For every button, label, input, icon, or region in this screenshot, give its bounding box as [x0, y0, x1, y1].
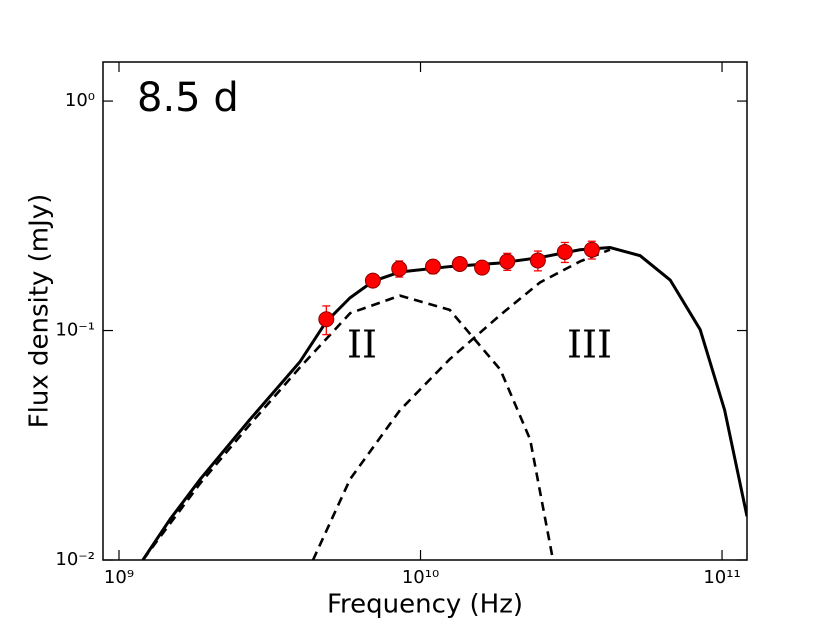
y-tick-label: 10⁰: [65, 90, 95, 111]
model-curve: [141, 246, 747, 560]
plot-frame: [102, 61, 748, 561]
data-point: [318, 311, 335, 328]
y-tick-label: 10⁻²: [55, 549, 95, 570]
component-label: II: [347, 323, 377, 367]
data-point: [451, 255, 468, 272]
y-tick-label: 10⁻¹: [55, 320, 95, 341]
curve-layer: [141, 246, 747, 560]
data-point: [556, 243, 573, 260]
point-layer: [318, 240, 600, 336]
data-point: [391, 260, 408, 277]
model-curve: [141, 294, 555, 560]
data-point: [583, 241, 600, 258]
data-point: [499, 253, 516, 270]
x-tick-label: 10⁹: [104, 567, 134, 588]
data-point: [474, 259, 491, 276]
panel-label: 8.5 d: [137, 75, 239, 121]
y-axis-label: Flux density (mJy): [25, 194, 55, 429]
data-point: [529, 252, 546, 269]
model-curve: [311, 248, 611, 560]
x-axis-label: Frequency (Hz): [327, 590, 523, 620]
x-tick-label: 10¹¹: [703, 567, 740, 588]
data-point: [424, 258, 441, 275]
x-tick-label: 10¹⁰: [402, 567, 439, 588]
component-label: III: [567, 323, 612, 367]
data-point: [364, 272, 381, 289]
tick-layer: 10⁹ 10¹⁰ 10¹¹ 10⁻² 10⁻¹ 10⁰: [55, 62, 747, 588]
